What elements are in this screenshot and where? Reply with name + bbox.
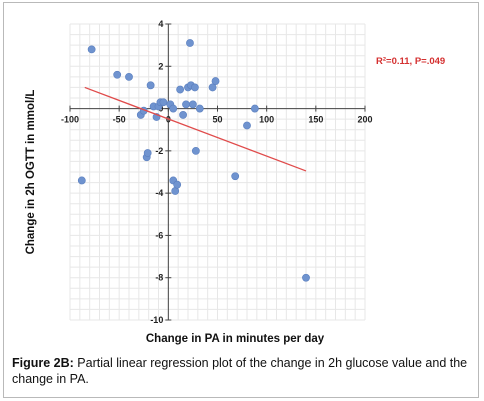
y-tick-label: -2 xyxy=(155,146,163,156)
data-point xyxy=(143,149,152,157)
data-point xyxy=(179,111,187,119)
axes xyxy=(69,23,366,321)
data-point xyxy=(87,45,96,54)
data-point xyxy=(190,83,199,92)
data-point xyxy=(77,176,86,185)
data-point xyxy=(182,100,190,109)
data-point xyxy=(243,121,251,130)
y-axis-label: Change in 2h OGTT in mmol/L xyxy=(25,90,37,255)
data-point xyxy=(125,72,133,81)
data-point xyxy=(208,83,217,92)
y-tick-label: -8 xyxy=(155,273,163,283)
y-tick-label: 2 xyxy=(158,61,163,71)
y-tick-label: -4 xyxy=(155,188,163,198)
caption-label: Figure 2B: xyxy=(12,356,74,370)
data-point xyxy=(146,81,155,90)
regression-line xyxy=(84,86,307,172)
tick-labels: -100-50050100150200420-2-4-6-8-10 xyxy=(61,19,373,325)
grid-lines xyxy=(69,23,366,321)
x-tick-label: 100 xyxy=(259,115,274,125)
data-point xyxy=(195,104,204,113)
y-tick-label: -6 xyxy=(155,230,163,240)
y-tick-label: -10 xyxy=(150,315,163,325)
x-tick-label: 150 xyxy=(308,115,323,125)
x-tick-label: 50 xyxy=(212,115,222,125)
x-tick-label: 200 xyxy=(357,115,372,125)
x-axis-label: Change in PA in minutes per day xyxy=(146,333,325,345)
data-point xyxy=(173,180,182,189)
data-point xyxy=(176,85,185,94)
data-point xyxy=(191,146,200,155)
data-point xyxy=(231,172,240,181)
data-point xyxy=(211,77,220,85)
figure-frame xyxy=(3,2,479,398)
data-point xyxy=(189,100,197,109)
data-point xyxy=(113,70,122,79)
data-point xyxy=(186,39,194,47)
caption-text: Partial linear regression plot of the ch… xyxy=(12,356,468,386)
x-tick-label: -50 xyxy=(113,115,126,125)
data-point xyxy=(250,104,259,113)
data-point xyxy=(169,104,178,113)
data-point xyxy=(159,98,168,107)
data-point xyxy=(302,273,310,282)
regression-annotation: R²=0.11, P=.049 xyxy=(376,56,445,67)
y-tick-label: 4 xyxy=(158,19,163,29)
scatter-chart: -100-50050100150200420-2-4-6-8-10 R²=0.1… xyxy=(25,19,445,345)
data-points xyxy=(77,39,310,282)
x-tick-label: -100 xyxy=(61,115,79,125)
figure-caption: Figure 2B: Partial linear regression plo… xyxy=(12,355,474,387)
